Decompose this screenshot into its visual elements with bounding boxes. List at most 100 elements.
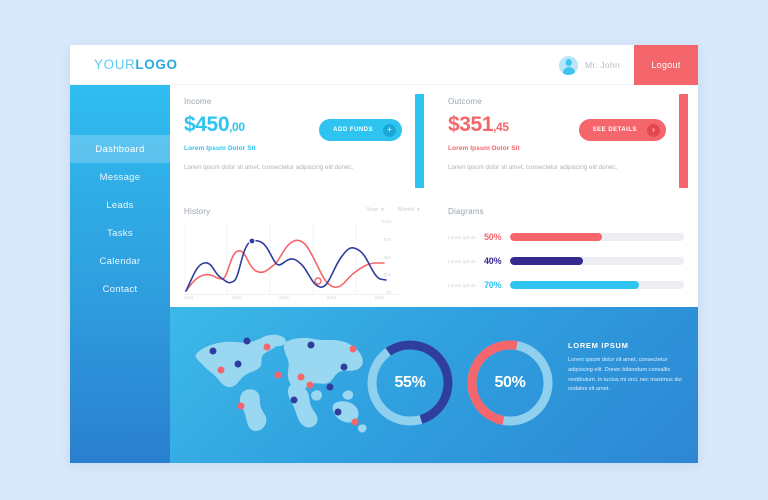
app-logo[interactable]: YOURLOGO [94,57,178,72]
progress-fill [510,257,584,265]
progress-track[interactable] [510,281,684,289]
progress-percent: 70% [484,280,502,290]
chart-gridlines [183,223,399,295]
income-amount-cents: ,00 [229,120,245,134]
map-dot-coral [297,373,305,381]
outcome-card: Outcome $351,45 Lorem Ipsum Dolor Sit Lo… [434,85,698,197]
sidebar-item-leads[interactable]: Leads [106,199,134,211]
map-dot-coral [351,418,359,426]
outcome-amount-cents: ,45 [493,120,509,134]
y-tick: $25 [383,272,391,278]
map-dot-navy [334,408,342,416]
outcome-subtitle: Lorem Ipsum Dolor Sit [448,145,520,152]
y-tick: $50 [383,254,391,260]
bottom-text-block: LOREM IPSUM Lorem ipsum dolor sit amet, … [568,341,684,395]
income-card: Income $450,00 Lorem Ipsum Dolor Sit Lor… [170,85,434,197]
progress-label: Lorem ipsum [448,258,476,264]
sidebar-item-dashboard[interactable]: Dashboard [70,135,170,163]
series-b-marker [314,277,322,285]
progress-row: Lorem ipsum 70% [448,273,684,297]
user-menu[interactable]: Mr. John [559,45,620,85]
income-label: Income [184,97,212,106]
logo-second-part: LOGO [135,57,178,72]
series-b-line [185,239,385,292]
month-select-label: Month [397,207,415,213]
map-dot-navy [209,347,217,355]
outcome-amount: $351,45 [448,113,698,137]
outcome-accent-bar [679,94,688,188]
add-funds-label: ADD FUNDS [333,127,373,133]
map-dot-navy [234,360,242,368]
diagrams-panel: Diagrams Lorem ipsum 50% Lorem ipsum 40% [434,197,698,307]
progress-percent: 40% [484,256,502,266]
income-amount-main: $450 [184,113,230,136]
series-a-line [185,239,387,292]
progress-track[interactable] [510,257,684,265]
logout-button[interactable]: Logout [634,45,698,85]
y-tick: $100 [381,219,391,224]
username-label: Mr. John [585,60,620,70]
y-tick: $0 [386,290,391,295]
map-dot-coral [349,345,357,353]
donut-chart-50: 50% [460,333,560,433]
logo-first-part: YOUR [94,57,136,72]
progress-fill [510,233,603,241]
map-dot-coral [263,343,271,351]
bottom-panel: 55% 50% LOREM IPSUM Lorem ipsum dolor si… [170,307,698,463]
donut-chart-55: 55% [360,333,460,433]
income-description: Lorem ipsum dolor sit amet, consectetur … [184,164,354,171]
main-content: Income $450,00 Lorem Ipsum Dolor Sit Lor… [170,85,698,463]
outcome-label: Outcome [448,97,482,106]
bottom-heading: LOREM IPSUM [568,341,629,350]
y-tick: $75 [383,236,391,242]
map-dot-coral [217,366,225,374]
series-a-marker [248,237,256,245]
donut-label-50: 50% [494,374,526,391]
month-select[interactable]: Month ▾ [398,207,420,213]
year-select-label: Year [366,207,379,213]
history-panel: History Year ▾ Month ▾ [170,197,434,307]
world-map-svg [195,334,367,433]
history-filters: Year ▾ Month ▾ [366,207,420,213]
history-title: History [184,207,211,216]
map-markers [209,337,359,426]
progress-row: Lorem ipsum 40% [448,249,684,273]
plus-icon: + [383,123,396,137]
donut-value-arc [467,340,553,426]
progress-track[interactable] [510,233,684,241]
outcome-description: Lorem ipsum dolor sit amet, consectetur … [448,164,618,171]
sidebar-item-contact[interactable]: Contact [102,283,138,295]
year-select[interactable]: Year ▾ [366,207,384,213]
history-line-chart [183,223,399,295]
progress-percent: 50% [484,232,502,242]
avatar [559,55,578,75]
chart-y-axis-labels: $100 $75 $50 $25 $0 [369,219,391,295]
progress-fill [510,281,639,289]
map-dot-navy [290,396,298,404]
line-chart-svg [183,223,399,295]
sidebar-item-message[interactable]: Message [99,171,141,183]
income-subtitle: Lorem Ipsum Dolor Sit [184,145,256,152]
map-dot-navy [340,363,348,371]
map-dot-navy [243,337,251,345]
see-details-button[interactable]: SEE DETAILS › [578,119,666,141]
add-funds-button[interactable]: ADD FUNDS + [319,119,402,141]
progress-label: Lorem ipsum [448,234,476,240]
sidebar-nav: Dashboard Message Leads Tasks Calendar C… [70,135,170,303]
map-dot-navy [307,341,315,349]
middle-row: History Year ▾ Month ▾ [170,197,698,307]
chevron-down-icon: ▾ [381,207,384,213]
top-bar: YOURLOGO Mr. John Logout [70,45,698,85]
donut-svg-55 [367,340,453,426]
diagrams-title: Diagrams [448,207,484,216]
stat-cards-row: Income $450,00 Lorem Ipsum Dolor Sit Lor… [170,85,698,197]
income-accent-bar [415,94,424,188]
sidebar-item-tasks[interactable]: Tasks [107,227,133,239]
see-details-label: SEE DETAILS [592,127,637,133]
world-map [188,327,373,439]
sidebar-item-calendar[interactable]: Calendar [99,255,141,267]
x-tick: 2015 [374,295,384,300]
progress-label: Lorem ipsum [448,282,476,288]
sidebar: Dashboard Message Leads Tasks Calendar C… [70,85,170,463]
